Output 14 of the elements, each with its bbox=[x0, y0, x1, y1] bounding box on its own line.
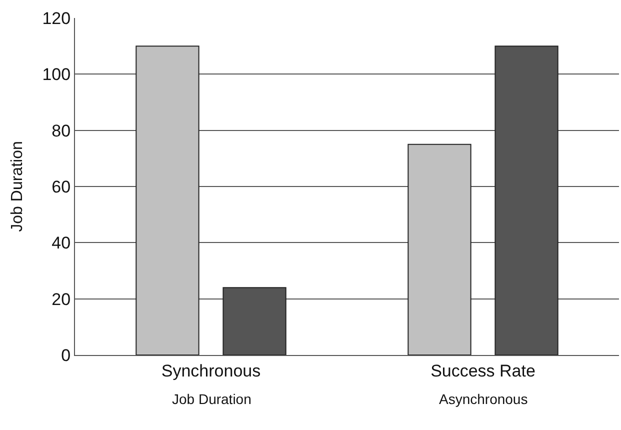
bar bbox=[136, 46, 200, 355]
text: Job Duration bbox=[172, 391, 252, 407]
y-tick-label: 20 bbox=[52, 290, 71, 309]
y-tick-label: 60 bbox=[52, 177, 71, 196]
y-tick-label: 80 bbox=[52, 121, 71, 140]
y-tick-label: 120 bbox=[42, 8, 71, 28]
bar bbox=[408, 144, 472, 355]
text: Asynchronous bbox=[439, 391, 528, 407]
y-tick-label: 0 bbox=[61, 346, 71, 365]
y-axis-title: Job Duration bbox=[9, 141, 26, 232]
x-tick-label: Synchronous bbox=[161, 361, 261, 380]
x-tick-label: Success Rate bbox=[430, 361, 536, 380]
y-tick-label: 100 bbox=[42, 65, 71, 84]
y-tick-label: 40 bbox=[52, 234, 71, 253]
